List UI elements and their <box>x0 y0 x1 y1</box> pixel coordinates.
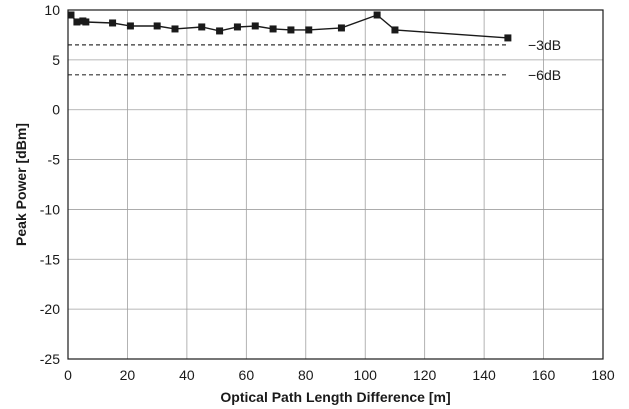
reference-line-label: −3dB <box>528 37 561 53</box>
y-tick-label: 10 <box>44 2 60 18</box>
data-point-marker <box>67 11 75 19</box>
y-tick-label: -25 <box>40 351 60 367</box>
x-tick-label: 160 <box>532 367 556 383</box>
y-axis-label: Peak Power [dBm] <box>13 123 29 246</box>
x-tick-label: 0 <box>64 367 72 383</box>
x-axis-label: Optical Path Length Difference [m] <box>220 389 450 405</box>
y-tick-label: -15 <box>40 251 60 267</box>
data-point-marker <box>198 23 206 31</box>
data-point-marker <box>373 11 381 19</box>
x-tick-label: 100 <box>354 367 378 383</box>
data-point-marker <box>126 22 134 30</box>
y-tick-labels: -25 -20 -15 -10 -5 0 5 10 <box>40 2 60 367</box>
data-point-marker <box>287 26 295 34</box>
data-point-marker <box>251 22 259 30</box>
x-tick-labels: 0 20 40 60 80 100 120 140 160 180 <box>64 367 615 383</box>
x-tick-label: 40 <box>179 367 195 383</box>
data-point-marker <box>504 34 512 42</box>
x-tick-label: 80 <box>298 367 314 383</box>
data-point-marker <box>305 26 313 34</box>
y-tick-label: -10 <box>40 201 60 217</box>
reference-lines: −3dB −6dB <box>68 37 561 83</box>
data-point-marker <box>109 19 117 27</box>
x-tick-label: 120 <box>413 367 437 383</box>
data-point-marker <box>269 25 277 33</box>
y-tick-label: 0 <box>52 102 60 118</box>
x-tick-label: 20 <box>120 367 136 383</box>
data-point-marker <box>73 18 81 26</box>
data-point-marker <box>171 25 179 33</box>
data-point-marker <box>233 23 241 31</box>
plot-frame <box>67 9 604 360</box>
data-point-marker <box>82 18 90 26</box>
data-point-marker <box>153 22 161 30</box>
x-tick-label: 60 <box>239 367 255 383</box>
reference-line-label: −6dB <box>528 67 561 83</box>
grid-lines <box>67 9 604 360</box>
x-tick-label: 180 <box>591 367 615 383</box>
data-series <box>67 11 512 42</box>
data-point-marker <box>391 26 399 34</box>
y-tick-label: -20 <box>40 301 60 317</box>
y-tick-label: -5 <box>48 152 61 168</box>
data-point-marker <box>216 27 224 35</box>
x-tick-label: 140 <box>472 367 496 383</box>
data-point-marker <box>337 24 345 32</box>
y-tick-label: 5 <box>52 52 60 68</box>
